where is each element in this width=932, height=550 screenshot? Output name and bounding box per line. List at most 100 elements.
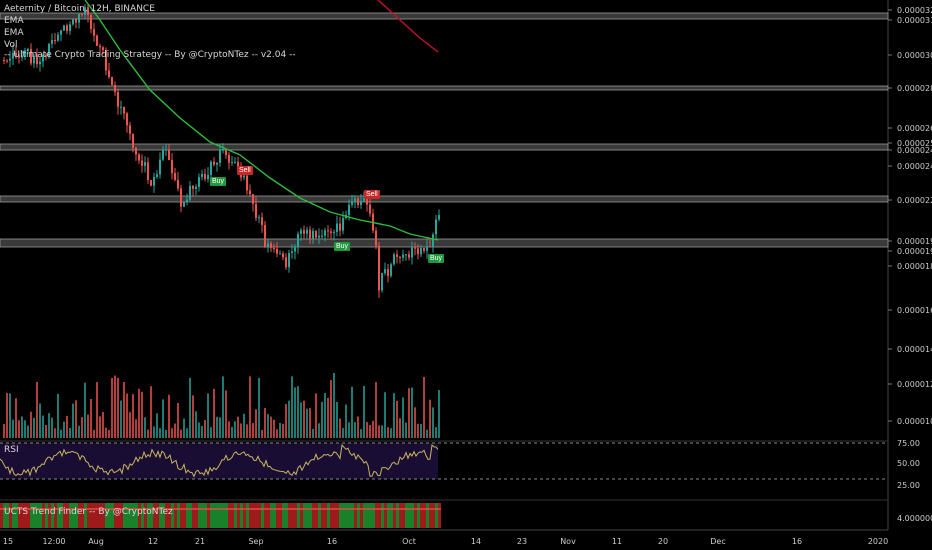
volume-bar	[57, 393, 59, 438]
candle-body	[306, 229, 308, 234]
trend-stripe	[402, 508, 405, 510]
trend-bar	[306, 503, 309, 528]
candle-body	[222, 149, 224, 151]
trend-bar	[135, 503, 138, 528]
trend-stripe	[420, 508, 423, 510]
candle-body	[273, 247, 275, 249]
candle-body	[36, 55, 38, 65]
volume-bar	[96, 382, 98, 438]
trend-stripe	[30, 508, 33, 510]
rsi-legend[interactable]: RSI	[4, 445, 19, 455]
volume-bar	[225, 390, 227, 438]
volume-bar	[354, 422, 356, 438]
volume-bar	[435, 427, 437, 438]
candle-body	[129, 125, 131, 134]
candle-body	[123, 106, 125, 114]
volume-bar	[390, 428, 392, 438]
volume-bar	[291, 376, 293, 438]
time-tick-label: 21	[195, 537, 205, 546]
trend-stripe	[84, 508, 87, 510]
trend-bar	[402, 503, 405, 528]
trend-stripe	[180, 508, 183, 510]
trend-stripe	[375, 508, 378, 510]
volume-bar	[381, 425, 383, 438]
trend-stripe	[174, 508, 177, 510]
volume-bar	[156, 413, 158, 438]
trend-stripe	[300, 508, 303, 510]
trend-bar	[270, 503, 273, 528]
trend-stripe	[51, 508, 54, 510]
trend-bar	[123, 503, 126, 528]
trend-bar	[291, 503, 294, 528]
candle-body	[390, 264, 392, 276]
trend-bar	[288, 503, 291, 528]
rsi-tick-label: 50.00	[897, 459, 920, 468]
ema-fast-line	[84, 0, 439, 241]
volume-bar	[171, 428, 173, 438]
ema-legend-1[interactable]: EMA	[4, 16, 24, 26]
trend-bar	[282, 503, 285, 528]
strategy-legend[interactable]: -- Ultimate Crypto Trading Strategy -- B…	[4, 50, 296, 60]
candle-body	[297, 233, 299, 247]
trend-stripe	[36, 508, 39, 510]
volume-bar	[6, 392, 8, 438]
trend-bar	[405, 503, 408, 528]
support-resistance-band	[0, 238, 889, 248]
trend-stripe	[138, 508, 141, 510]
trend-finder-legend[interactable]: UCTS Trend Finder -- By @CryptoNTez	[4, 507, 173, 517]
candle-body	[237, 161, 239, 168]
trend-stripe	[378, 508, 381, 510]
ema-legend-2[interactable]: EMA	[4, 28, 24, 38]
candle-body	[417, 248, 419, 255]
trend-bar	[132, 503, 135, 528]
trend-stripe	[267, 508, 270, 510]
volume-bar	[369, 424, 371, 438]
trend-bar	[411, 503, 414, 528]
trend-stripe	[210, 508, 213, 510]
volume-bar	[39, 403, 41, 438]
trend-bar	[333, 503, 336, 528]
trend-stripe	[291, 508, 294, 510]
volume-bar	[294, 387, 296, 438]
candle-body	[141, 160, 143, 166]
trend-stripe	[6, 508, 9, 510]
candle-body	[402, 254, 404, 258]
trend-stripe	[273, 508, 276, 510]
trend-bar	[375, 503, 378, 528]
volume-bar	[18, 420, 20, 438]
trend-bar	[6, 503, 9, 528]
volume-bar	[285, 404, 287, 438]
trend-bar	[339, 503, 342, 528]
candle-body	[60, 30, 62, 35]
trend-stripe	[435, 508, 438, 510]
candle-body	[279, 253, 281, 255]
time-tick-label: Dec	[710, 537, 725, 546]
volume-bar	[348, 422, 350, 438]
volume-bar	[234, 421, 236, 438]
candle-body	[6, 60, 8, 62]
trend-stripe	[399, 508, 402, 510]
candle-body	[210, 161, 212, 175]
candle-body	[33, 55, 35, 64]
price-tick-label: 0.00003180	[897, 16, 932, 25]
sell-signal: Sell	[237, 166, 253, 175]
trend-stripe	[21, 508, 24, 510]
trend-stripe	[261, 508, 264, 510]
candle-body	[165, 149, 167, 151]
trend-bar	[192, 503, 195, 528]
volume-bar	[213, 388, 215, 438]
candle-body	[234, 161, 236, 163]
volume-bar	[51, 417, 53, 438]
volume-bar	[327, 397, 329, 438]
trend-bar	[399, 503, 402, 528]
volume-legend[interactable]: Vol	[4, 40, 18, 50]
volume-bar	[192, 395, 194, 438]
candle-body	[144, 162, 146, 166]
trend-stripe	[360, 508, 363, 510]
candle-body	[15, 52, 17, 56]
volume-bar	[105, 427, 107, 438]
candle-body	[291, 251, 293, 253]
volume-bar	[45, 424, 47, 438]
trend-bar	[180, 503, 183, 528]
